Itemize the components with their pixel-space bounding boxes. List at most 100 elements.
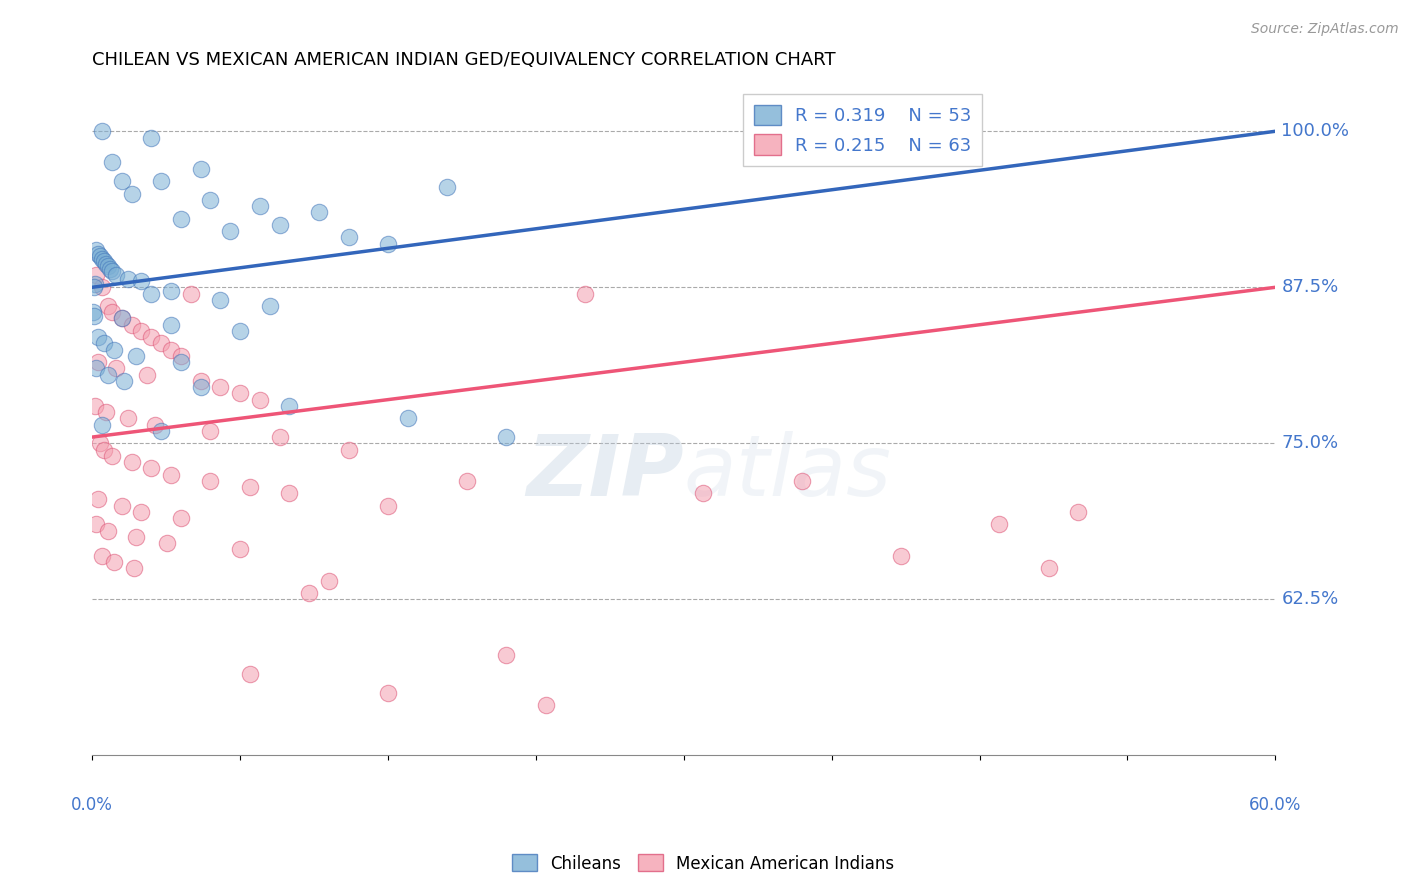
Point: [121, 318, 143, 332]
Point: [91, 252, 114, 266]
Point: [131, 505, 153, 519]
Point: [111, 499, 134, 513]
Point: [160, 467, 183, 482]
Point: [93, 336, 115, 351]
Point: [84, 268, 107, 282]
Point: [104, 361, 127, 376]
Point: [200, 424, 222, 438]
Point: [91, 280, 114, 294]
Point: [124, 530, 146, 544]
Point: [259, 299, 281, 313]
Point: [111, 174, 134, 188]
Point: [396, 411, 419, 425]
Point: [456, 474, 478, 488]
Point: [111, 311, 134, 326]
Point: [131, 324, 153, 338]
Point: [103, 343, 125, 357]
Point: [93, 442, 115, 457]
Point: [495, 648, 517, 663]
Point: [239, 667, 262, 681]
Point: [84, 517, 107, 532]
Point: [94, 256, 117, 270]
Point: [91, 549, 114, 563]
Point: [337, 442, 360, 457]
Point: [141, 330, 163, 344]
Point: [200, 193, 222, 207]
Point: [84, 243, 107, 257]
Point: [170, 355, 193, 369]
Point: [170, 211, 193, 226]
Point: [89, 249, 111, 263]
Text: atlas: atlas: [683, 431, 891, 514]
Point: [377, 236, 399, 251]
Point: [190, 161, 212, 176]
Point: [190, 380, 212, 394]
Text: 0.0%: 0.0%: [72, 796, 112, 814]
Point: [200, 474, 222, 488]
Point: [150, 174, 173, 188]
Legend: R = 0.319    N = 53, R = 0.215    N = 63: R = 0.319 N = 53, R = 0.215 N = 63: [742, 94, 983, 166]
Point: [93, 254, 115, 268]
Point: [890, 549, 912, 563]
Point: [94, 405, 117, 419]
Point: [209, 293, 232, 307]
Point: [91, 124, 114, 138]
Point: [87, 492, 110, 507]
Text: Source: ZipAtlas.com: Source: ZipAtlas.com: [1251, 22, 1399, 37]
Point: [122, 561, 145, 575]
Point: [101, 305, 124, 319]
Point: [229, 386, 252, 401]
Point: [229, 542, 252, 557]
Point: [84, 277, 107, 291]
Point: [121, 186, 143, 201]
Point: [150, 336, 173, 351]
Point: [143, 417, 166, 432]
Point: [84, 361, 107, 376]
Point: [229, 324, 252, 338]
Point: [82, 305, 104, 319]
Point: [1038, 561, 1060, 575]
Point: [269, 218, 291, 232]
Point: [104, 268, 127, 282]
Point: [111, 311, 134, 326]
Point: [87, 330, 110, 344]
Point: [101, 449, 124, 463]
Point: [156, 536, 179, 550]
Point: [209, 380, 232, 394]
Point: [97, 299, 120, 313]
Point: [84, 399, 107, 413]
Point: [278, 399, 301, 413]
Point: [98, 261, 121, 276]
Legend: Chileans, Mexican American Indians: Chileans, Mexican American Indians: [505, 847, 901, 880]
Point: [136, 368, 159, 382]
Point: [298, 586, 321, 600]
Point: [131, 274, 153, 288]
Point: [308, 205, 330, 219]
Point: [692, 486, 714, 500]
Point: [89, 436, 111, 450]
Point: [170, 349, 193, 363]
Text: 60.0%: 60.0%: [1249, 796, 1302, 814]
Point: [97, 368, 120, 382]
Point: [190, 374, 212, 388]
Point: [97, 524, 120, 538]
Text: 100.0%: 100.0%: [1281, 122, 1350, 140]
Point: [87, 355, 110, 369]
Point: [141, 286, 163, 301]
Point: [534, 698, 557, 713]
Point: [83, 309, 105, 323]
Point: [160, 284, 183, 298]
Point: [377, 499, 399, 513]
Point: [495, 430, 517, 444]
Point: [219, 224, 242, 238]
Text: CHILEAN VS MEXICAN AMERICAN INDIAN GED/EQUIVALENCY CORRELATION CHART: CHILEAN VS MEXICAN AMERICAN INDIAN GED/E…: [93, 51, 835, 69]
Point: [117, 271, 139, 285]
Point: [988, 517, 1011, 532]
Point: [239, 480, 262, 494]
Point: [337, 230, 360, 244]
Point: [436, 180, 458, 194]
Point: [318, 574, 340, 588]
Point: [101, 264, 124, 278]
Text: 62.5%: 62.5%: [1281, 591, 1339, 608]
Point: [170, 511, 193, 525]
